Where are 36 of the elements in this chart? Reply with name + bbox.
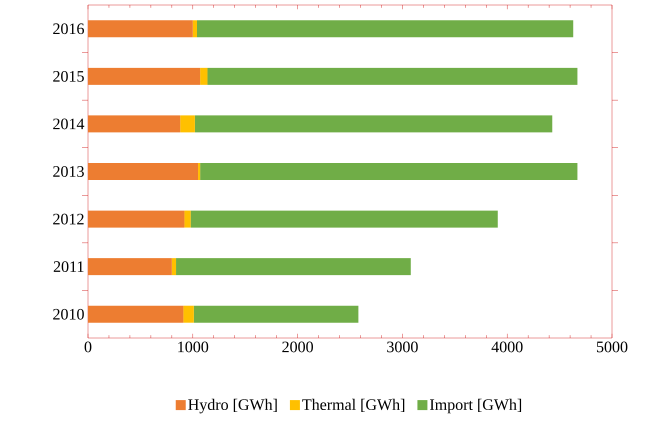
bar — [194, 306, 358, 323]
y-tick-label: 2012 — [53, 214, 84, 224]
x-tick-label: 4000 — [492, 342, 523, 352]
bar — [194, 115, 552, 132]
bar — [88, 68, 200, 85]
legend-label: Hydro [GWh] — [188, 398, 277, 414]
y-tick-label: 2015 — [53, 70, 84, 82]
bar — [180, 115, 195, 132]
x-tick-label: 2000 — [282, 342, 313, 352]
bar — [200, 163, 578, 180]
bar — [196, 20, 574, 38]
bar — [88, 258, 172, 276]
bar — [183, 306, 194, 323]
x-tick-label: 3000 — [387, 342, 418, 352]
bar — [88, 163, 198, 180]
y-tick-label: 2013 — [53, 166, 84, 177]
bar — [88, 210, 184, 228]
bar — [207, 68, 578, 85]
x-tick-label: 1000 — [178, 342, 208, 352]
bar — [88, 306, 184, 323]
x-tick-label: 0 — [84, 342, 92, 352]
y-tick-label: 2011 — [54, 261, 84, 272]
y-tick-label: 2016 — [53, 23, 84, 34]
bar — [192, 20, 197, 38]
bar — [200, 68, 208, 85]
bar — [190, 210, 498, 228]
bar — [184, 210, 191, 228]
bar — [88, 20, 193, 38]
legend-label: Thermal [GWh] — [302, 398, 404, 412]
y-tick-label: 2014 — [53, 118, 84, 130]
x-tick-label: 5000 — [596, 342, 628, 352]
y-tick-label: 2010 — [53, 308, 84, 320]
bar — [176, 258, 411, 276]
legend-label: Import [GWh] — [430, 398, 522, 414]
bar — [88, 115, 180, 132]
bar — [172, 258, 176, 276]
